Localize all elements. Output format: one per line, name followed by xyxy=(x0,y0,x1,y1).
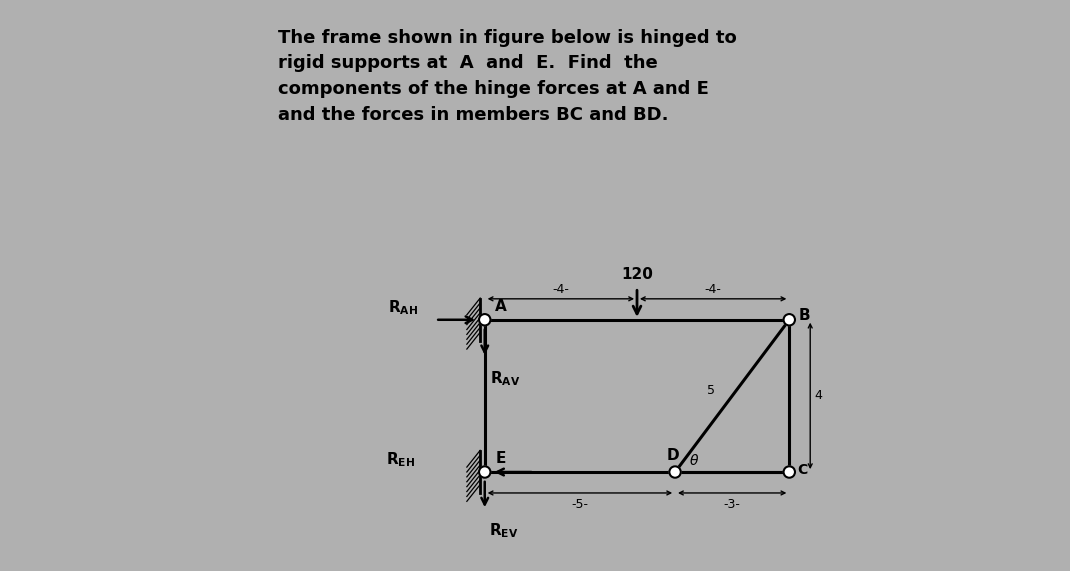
Circle shape xyxy=(670,467,681,478)
Text: 4: 4 xyxy=(814,389,823,403)
Text: -3-: -3- xyxy=(723,497,740,510)
Text: 120: 120 xyxy=(621,267,653,282)
Circle shape xyxy=(783,467,795,478)
Text: $\theta$: $\theta$ xyxy=(689,453,699,468)
Text: C: C xyxy=(797,463,807,477)
Text: -4-: -4- xyxy=(705,283,721,296)
Text: 5: 5 xyxy=(707,384,715,397)
Text: $\mathbf{R_{AV}}$: $\mathbf{R_{AV}}$ xyxy=(490,369,521,388)
Text: $\mathbf{R_{EV}}$: $\mathbf{R_{EV}}$ xyxy=(489,521,519,540)
Circle shape xyxy=(783,314,795,325)
Circle shape xyxy=(479,314,490,325)
Text: A: A xyxy=(495,299,507,314)
Text: $\mathbf{R_{AH}}$: $\mathbf{R_{AH}}$ xyxy=(387,298,417,317)
Text: D: D xyxy=(667,448,679,463)
Text: -4-: -4- xyxy=(552,283,569,296)
Text: B: B xyxy=(799,308,810,323)
Circle shape xyxy=(479,467,490,478)
Text: The frame shown in figure below is hinged to
rigid supports at  A  and  E.  Find: The frame shown in figure below is hinge… xyxy=(278,29,737,124)
Text: -5-: -5- xyxy=(571,497,588,510)
Text: E: E xyxy=(495,451,506,467)
Text: $\mathbf{R_{EH}}$: $\mathbf{R_{EH}}$ xyxy=(386,451,415,469)
